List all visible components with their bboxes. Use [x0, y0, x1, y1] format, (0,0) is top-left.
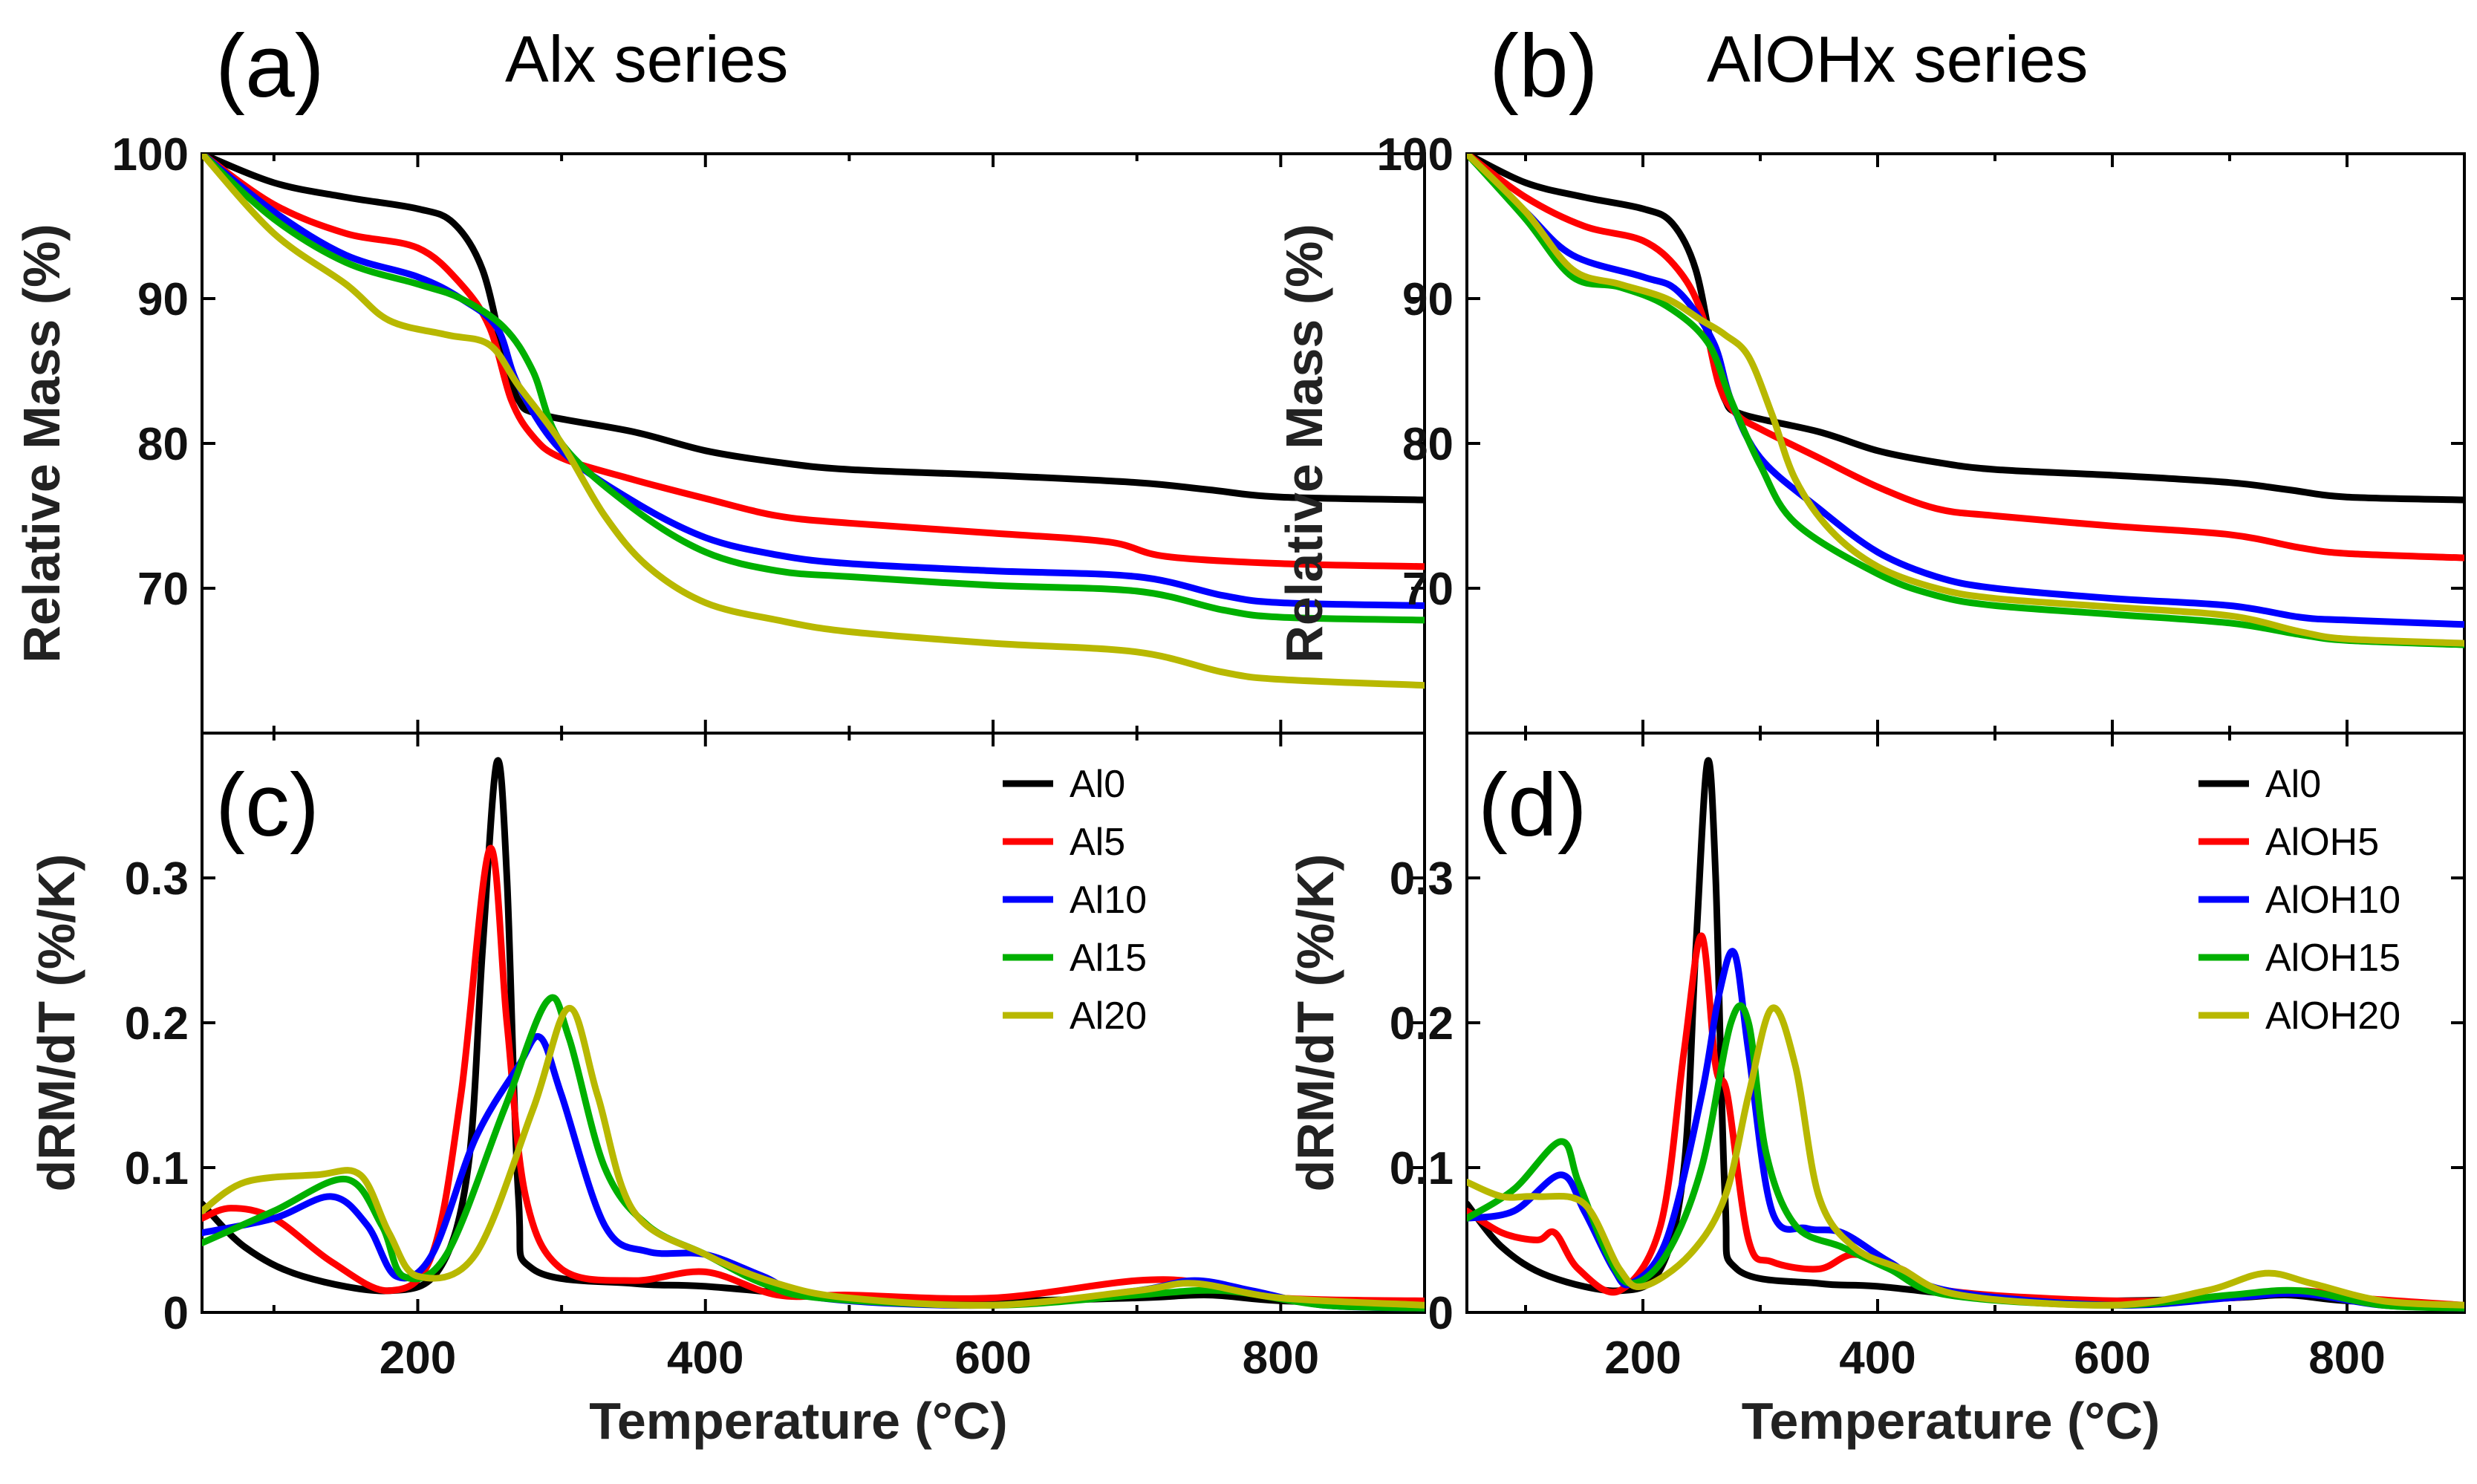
x-tick-label: 800	[1243, 1332, 1319, 1384]
y-tick-label: 0.2	[125, 998, 189, 1049]
y-tick-label: 70	[137, 564, 189, 615]
y-tick-label: 100	[112, 129, 189, 180]
y-tick-label: 80	[137, 419, 189, 470]
series-line-al15	[202, 994, 1425, 1312]
legend-entry: Al15	[1070, 937, 1147, 980]
series-line-2	[202, 154, 1425, 609]
panel-d: 200 400 600 800 0 0.1 0.2 0.3 (d) dRM/dT (%/K) Tem…	[1286, 732, 2466, 1450]
y-axis-label: dRM/dT (%/K)	[27, 854, 85, 1192]
legend-entry: Al0	[2265, 763, 2321, 806]
legend: Al0 Al5 Al10 Al15 Al20	[1003, 763, 1147, 1038]
x-tick-label: 600	[2074, 1332, 2150, 1384]
series-line-al10	[202, 1032, 1425, 1312]
x-tick-label: 600	[954, 1332, 1031, 1384]
y-tick-label: 0.3	[125, 853, 189, 905]
y-tick-label: 70	[1402, 564, 1454, 615]
series-line-al20	[202, 1005, 1425, 1309]
series-line-3	[202, 154, 1425, 624]
panel-c: 200 400 600 800 0 0.1 0.2 0.3 (c) dRM/dT (%/K) Tem…	[27, 732, 1426, 1450]
series-group	[1467, 757, 2464, 1312]
panel-label: (a)	[215, 16, 325, 116]
series-group	[202, 154, 1425, 689]
x-tick-label: 400	[667, 1332, 743, 1384]
panel-label: (b)	[1489, 16, 1598, 116]
panel-label: (d)	[1478, 755, 1587, 855]
y-tick-label: 0	[163, 1288, 189, 1339]
y-tick-label: 100	[1377, 129, 1454, 180]
series-line-4	[202, 154, 1425, 689]
y-axis-label: dRM/dT (%/K)	[1286, 854, 1344, 1192]
x-tick-label: 800	[2308, 1332, 2385, 1384]
series-line-1	[202, 154, 1425, 570]
y-tick-label: 0.3	[1390, 853, 1454, 905]
legend-entry: AlOH15	[2265, 937, 2400, 980]
x-axis-label: Temperature (°C)	[1742, 1392, 2160, 1450]
series-line-2	[1467, 154, 2464, 628]
x-axis-label: Temperature (°C)	[589, 1392, 1007, 1450]
y-axis-label: Relative Mass (%)	[1275, 224, 1333, 663]
y-tick-label: 90	[1402, 274, 1454, 325]
x-tick-label: 400	[1839, 1332, 1915, 1384]
series-line-0	[1467, 154, 2464, 504]
y-axis-label: Relative Mass (%)	[13, 224, 71, 663]
series-line-1	[1467, 154, 2464, 562]
panel-a: 70 80 90 100 (a) Alx series Relative Mass (%)	[13, 16, 1426, 735]
chart-title: Alx series	[505, 22, 788, 96]
x-tick-label: 200	[380, 1332, 456, 1384]
y-tick-label: 0.1	[1390, 1143, 1454, 1194]
legend-entry: AlOH5	[2265, 821, 2379, 864]
series-line-0	[202, 154, 1425, 504]
legend: Al0 AlOH5 AlOH10 AlOH15 AlOH20	[2198, 763, 2400, 1038]
legend-entry: AlOH20	[2265, 995, 2400, 1038]
panel-label: (c)	[215, 755, 319, 855]
legend-entry: Al10	[1070, 879, 1147, 922]
legend-entry: Al20	[1070, 995, 1147, 1038]
x-tick-label: 200	[1604, 1332, 1681, 1384]
series-line-3	[1467, 154, 2464, 648]
plot-frame-b	[1465, 152, 2466, 735]
y-tick-label: 80	[1402, 419, 1454, 470]
chart-title: AlOHx series	[1707, 22, 2088, 96]
y-tick-label: 0.2	[1390, 998, 1454, 1049]
series-line-al5	[202, 844, 1425, 1304]
series-group	[202, 757, 1425, 1312]
series-line-aloh20	[1467, 1004, 2464, 1309]
series-group	[1467, 154, 2464, 648]
y-tick-label: 0.1	[125, 1143, 189, 1194]
legend-entry: AlOH10	[2265, 879, 2400, 922]
panel-b: 70 80 90 100 (b) AlOHx series Relative Mass (%…	[1275, 16, 2466, 735]
legend-entry: Al5	[1070, 821, 1125, 864]
y-tick-label: 0	[1428, 1288, 1454, 1339]
series-line-aloh5	[1467, 932, 2464, 1309]
y-tick-label: 90	[137, 274, 189, 325]
series-line-4	[1467, 154, 2464, 647]
legend-entry: Al0	[1070, 763, 1125, 806]
